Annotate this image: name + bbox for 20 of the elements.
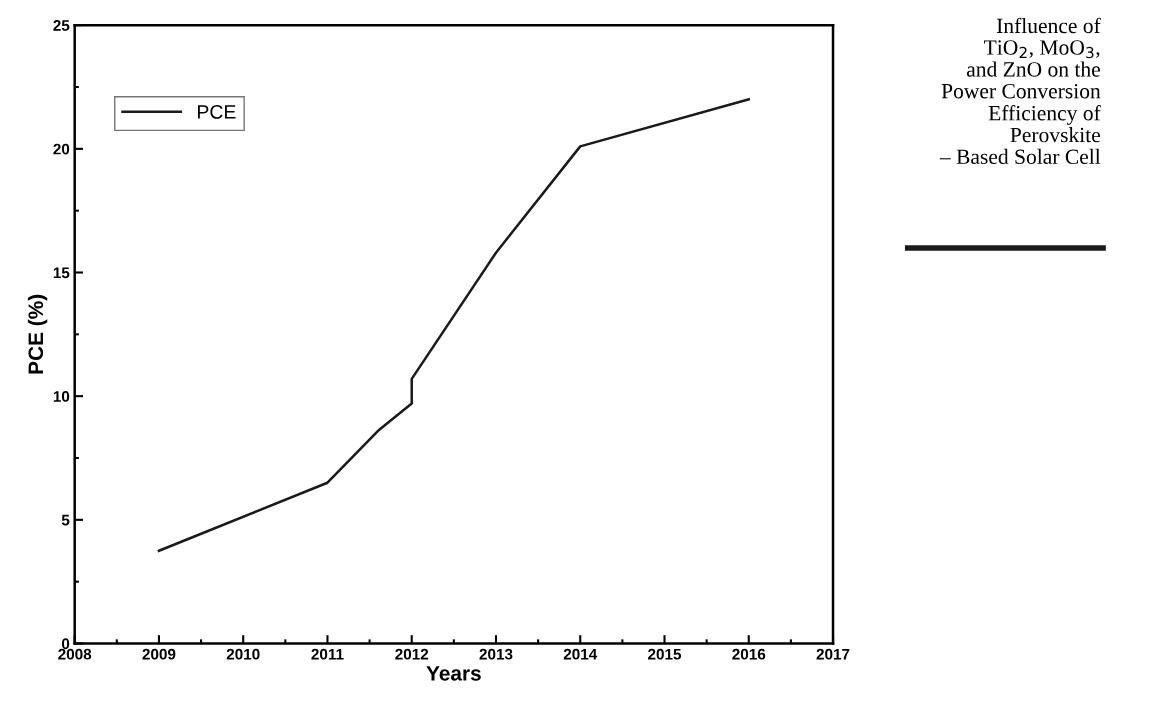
y-tick-label: 15 [53, 267, 70, 279]
y-axis-title: PCE (%) [27, 294, 48, 374]
y-tick-label: 10 [53, 391, 70, 402]
x-tick-label: 2012 [395, 648, 429, 660]
x-tick-label: 2009 [142, 648, 176, 660]
legend-label: PCE [198, 105, 236, 119]
x-tick-label: 2016 [732, 648, 766, 660]
text: Influence of TiO$_{2}$, MoO$_{3}$, and ZnO on the Power Conversion Efficiency of Perovskite – Based Solar Cell [939, 17, 1101, 165]
x-tick-label: 2014 [563, 648, 598, 660]
x-tick-label: 2013 [479, 648, 513, 660]
x-tick-label: 2015 [648, 648, 682, 660]
x-tick-label: 2010 [226, 648, 260, 660]
line-series [157, 98, 751, 552]
x-tick-label: 2017 [816, 648, 850, 660]
y-tick-label: 25 [53, 20, 70, 31]
x-tick-label: 2008 [58, 648, 92, 660]
y-tick-label: 5 [61, 514, 70, 526]
y-tick-label: 20 [53, 143, 70, 155]
x-axis-title: Years [426, 666, 481, 681]
x-tick-label: 2011 [311, 648, 344, 660]
